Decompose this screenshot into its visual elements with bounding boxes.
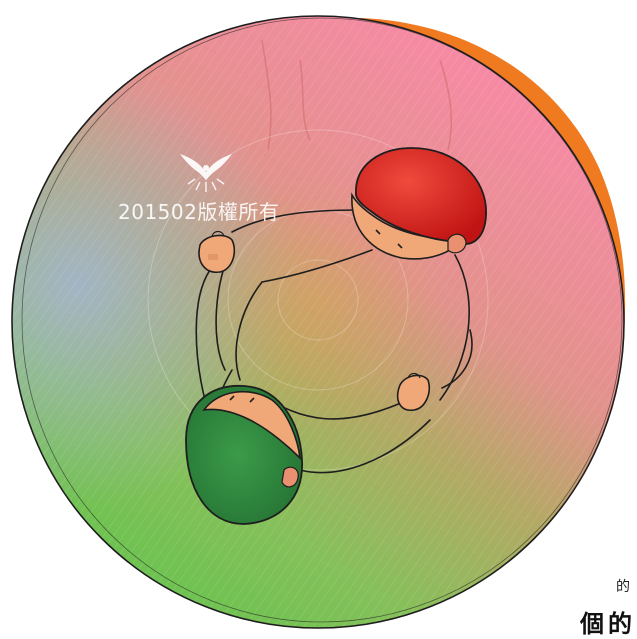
corner-caption-line2: 個的: [580, 609, 636, 638]
bird-emblem-icon: [180, 154, 232, 192]
disc-rim: [360, 18, 626, 410]
watermark-text: 201502版權所有: [118, 200, 280, 224]
disc-outline: [11, 15, 625, 629]
person-red: [351, 147, 487, 260]
hand-left: [198, 230, 236, 273]
corner-caption-line1: 的: [616, 579, 630, 595]
person-green: [185, 385, 303, 525]
hand-right: [396, 372, 430, 411]
